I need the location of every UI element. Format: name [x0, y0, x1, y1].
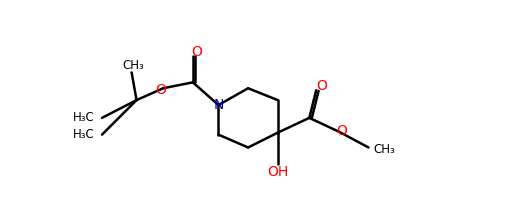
Text: O: O: [317, 79, 328, 93]
Text: H₃C: H₃C: [73, 111, 95, 124]
Text: CH₃: CH₃: [373, 143, 395, 156]
Text: O: O: [155, 83, 166, 97]
Text: OH: OH: [267, 165, 288, 179]
Text: O: O: [191, 45, 202, 59]
Text: N: N: [214, 98, 224, 112]
Text: CH₃: CH₃: [123, 59, 144, 72]
Text: H₃C: H₃C: [73, 128, 95, 141]
Text: O: O: [336, 124, 347, 138]
